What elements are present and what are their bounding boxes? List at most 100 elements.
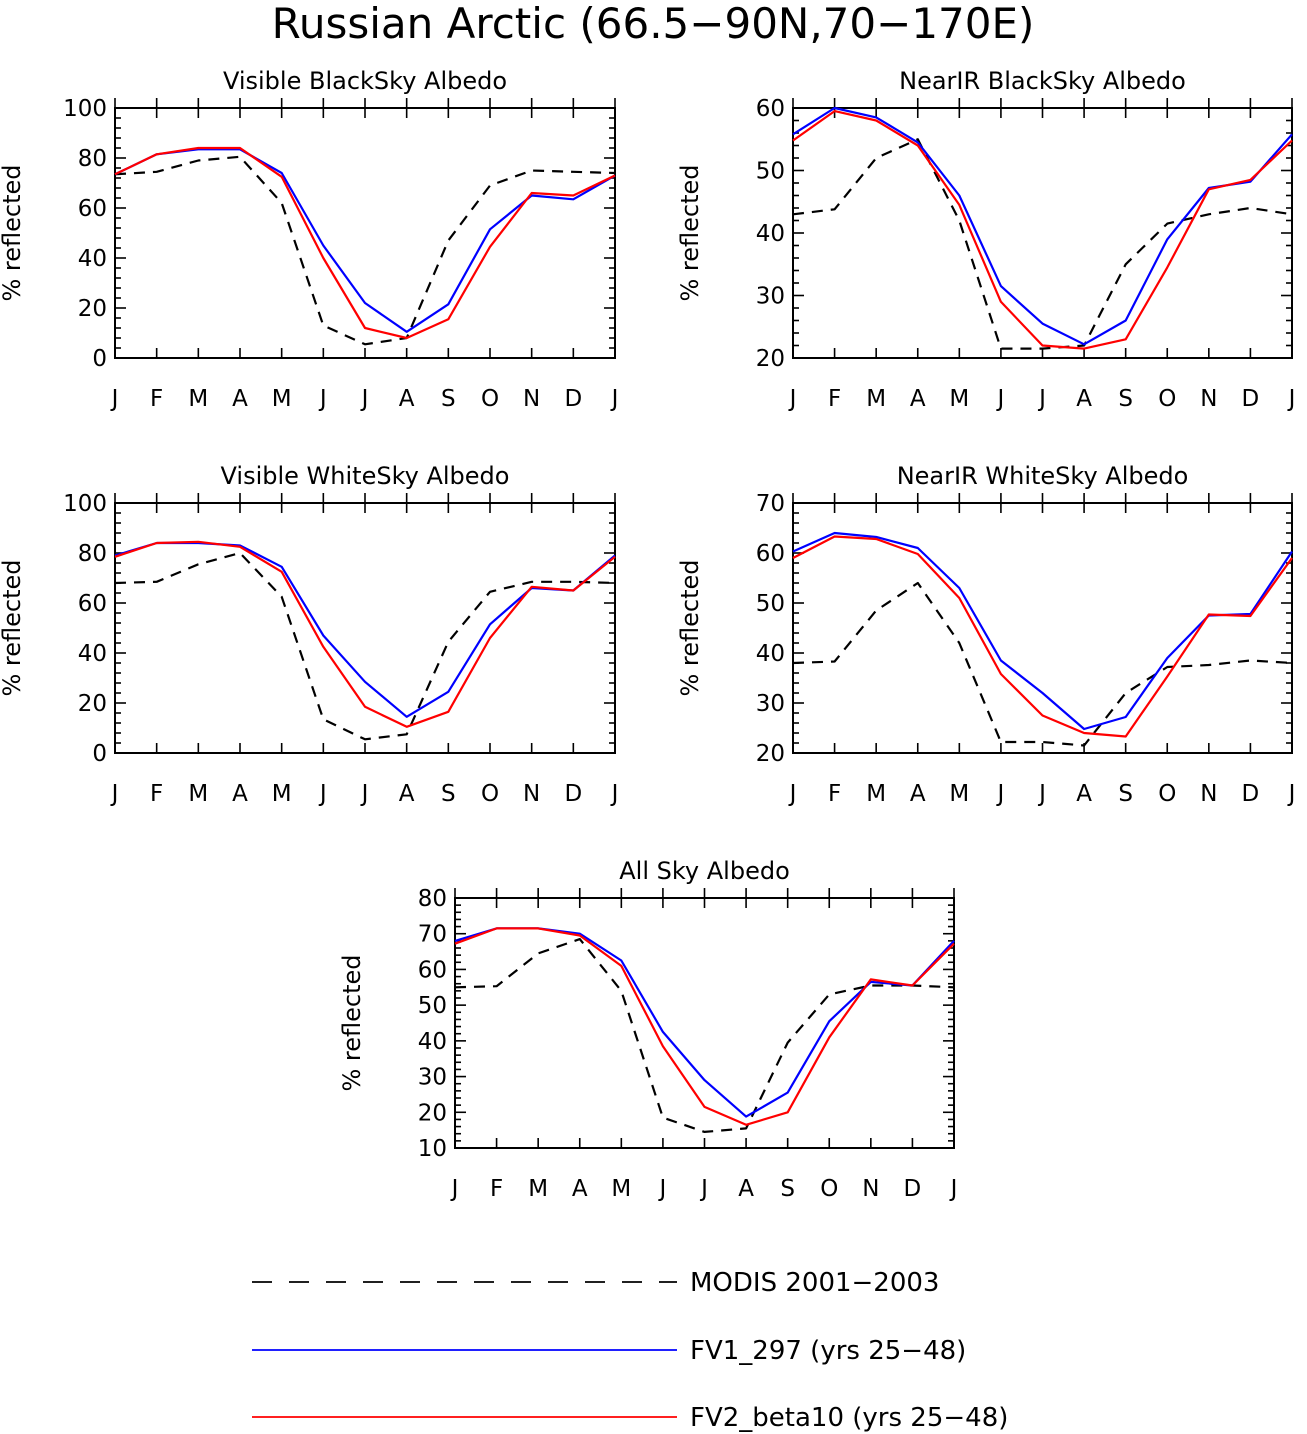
y-tick-label: 40 — [756, 641, 785, 667]
series-line-modis — [792, 138, 1293, 350]
chart-panel: Visible BlackSky Albedo % reflected 0 20 40 6… — [0, 67, 618, 412]
x-tick-label: J — [610, 781, 619, 807]
x-tick-label: A — [232, 781, 248, 807]
x-tick-label: S — [441, 781, 456, 807]
series-line-modis — [792, 581, 1293, 747]
x-tick-label: A — [738, 1176, 754, 1202]
x-tick-label: J — [610, 386, 619, 412]
plot-frame — [114, 107, 616, 359]
x-tick-label: N — [862, 1176, 879, 1202]
series-line-fv1 — [114, 541, 616, 718]
plot-frame — [454, 897, 955, 1149]
x-tick-label: J — [360, 386, 369, 412]
series-line-modis — [454, 937, 955, 1134]
x-tick-label: J — [996, 781, 1005, 807]
x-tick-label: F — [490, 1176, 503, 1202]
series-line-fv2 — [114, 146, 616, 340]
x-tick-label: J — [110, 781, 119, 807]
x-tick-label: F — [828, 386, 841, 412]
y-tick-label: 80 — [78, 541, 107, 567]
y-tick-label: 60 — [756, 96, 785, 122]
x-tick-label: N — [523, 386, 540, 412]
x-tick-label: M — [272, 386, 292, 412]
series-line-fv2 — [792, 535, 1293, 738]
y-tick-label: 0 — [92, 346, 107, 372]
x-tick-label: A — [399, 781, 415, 807]
x-tick-label: M — [188, 781, 208, 807]
series-line-fv2 — [454, 927, 955, 1126]
x-tick-label: J — [1287, 386, 1296, 412]
series-line-fv1 — [792, 531, 1293, 731]
series-line-modis — [114, 155, 616, 346]
x-tick-label: J — [788, 386, 797, 412]
x-tick-label: J — [1037, 386, 1046, 412]
x-tick-label: J — [699, 1176, 708, 1202]
legend-label-modis: MODIS 2001−2003 — [690, 1268, 939, 1298]
x-tick-label: S — [780, 1176, 795, 1202]
y-tick-label: 30 — [756, 284, 785, 310]
y-tick-label: 40 — [78, 246, 107, 272]
x-tick-label: S — [1118, 781, 1133, 807]
y-tick-label: 100 — [63, 96, 107, 122]
y-tick-label: 60 — [78, 591, 107, 617]
x-tick-label: J — [1037, 781, 1046, 807]
series-line-fv1 — [454, 927, 955, 1118]
x-tick-label: M — [272, 781, 292, 807]
chart-panel: NearIR WhiteSky Albedo % reflected 20 30 40 5… — [676, 462, 1295, 807]
x-tick-label: M — [866, 386, 886, 412]
x-tick-label: A — [1076, 781, 1092, 807]
x-tick-label: M — [949, 781, 969, 807]
panel-title: All Sky Albedo — [619, 857, 790, 885]
x-tick-label: N — [1200, 781, 1217, 807]
panel-title: NearIR WhiteSky Albedo — [897, 462, 1189, 490]
series-line-modis — [114, 551, 616, 741]
x-tick-label: F — [150, 386, 163, 412]
x-tick-label: F — [828, 781, 841, 807]
legend-label-fv2: FV2_beta10 (yrs 25−48) — [690, 1403, 1008, 1433]
x-tick-label: O — [1158, 781, 1176, 807]
x-tick-label: J — [360, 781, 369, 807]
y-tick-label: 60 — [756, 541, 785, 567]
y-axis-label: % reflected — [676, 164, 704, 301]
x-tick-label: A — [232, 386, 248, 412]
x-tick-label: M — [188, 386, 208, 412]
x-tick-label: M — [866, 781, 886, 807]
x-tick-label: D — [1242, 781, 1260, 807]
series-line-fv1 — [792, 106, 1293, 346]
y-tick-label: 20 — [78, 296, 107, 322]
y-tick-label: 70 — [756, 491, 785, 517]
y-axis-label: % reflected — [0, 164, 26, 301]
series-line-fv2 — [114, 540, 616, 728]
y-tick-label: 20 — [756, 346, 785, 372]
plot-frame — [792, 107, 1293, 359]
x-tick-label: N — [523, 781, 540, 807]
y-tick-label: 60 — [78, 196, 107, 222]
y-tick-label: 40 — [756, 221, 785, 247]
x-tick-label: F — [150, 781, 163, 807]
x-tick-label: D — [564, 386, 582, 412]
y-tick-label: 20 — [418, 1100, 447, 1126]
y-tick-label: 30 — [756, 691, 785, 717]
panel-title: NearIR BlackSky Albedo — [899, 67, 1186, 95]
x-tick-label: O — [820, 1176, 838, 1202]
legend: MODIS 2001−2003 FV1_297 (yrs 25−48) FV2_be… — [252, 1268, 1008, 1433]
x-tick-label: J — [450, 1176, 459, 1202]
y-tick-label: 50 — [756, 159, 785, 185]
x-tick-label: J — [996, 386, 1005, 412]
x-tick-label: A — [910, 386, 926, 412]
y-tick-label: 40 — [418, 1029, 447, 1055]
x-tick-label: J — [788, 781, 797, 807]
y-tick-label: 0 — [92, 741, 107, 767]
x-tick-label: J — [949, 1176, 958, 1202]
x-tick-label: O — [481, 386, 499, 412]
x-tick-label: O — [1158, 386, 1176, 412]
x-tick-label: S — [441, 386, 456, 412]
x-tick-label: A — [572, 1176, 588, 1202]
x-tick-label: M — [528, 1176, 548, 1202]
x-tick-label: J — [110, 386, 119, 412]
y-tick-label: 50 — [418, 993, 447, 1019]
y-tick-label: 70 — [418, 922, 447, 948]
x-tick-label: J — [318, 386, 327, 412]
plot-frame — [114, 502, 616, 754]
